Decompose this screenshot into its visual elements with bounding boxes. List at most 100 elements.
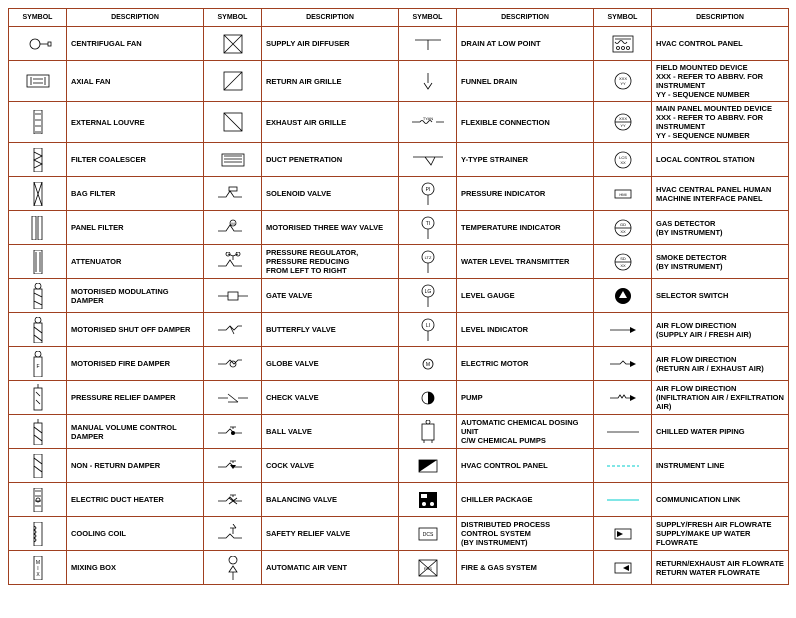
svg-text:FGS: FGS xyxy=(423,566,432,571)
symbol-cell xyxy=(399,61,457,102)
symbol-cell: M xyxy=(204,211,262,245)
description-cell: LEVEL GAUGE xyxy=(457,279,594,313)
symbol-cell xyxy=(594,551,652,585)
legend-row: NON - RETURN DAMPERCOCK VALVEHCPHVAC CON… xyxy=(9,449,789,483)
legend-row: MOTORISED SHUT OFF DAMPERBUTTERFLY VALVE… xyxy=(9,313,789,347)
description-header: DESCRIPTION xyxy=(652,9,789,27)
svg-text:DCS: DCS xyxy=(422,532,433,538)
symbol-cell: GDXX xyxy=(594,211,652,245)
symbol-cell: HMI xyxy=(594,177,652,211)
legend-row: CENTRIFUGAL FANSUPPLY AIR DIFFUSERDRAIN … xyxy=(9,27,789,61)
symbol-cell xyxy=(204,245,262,279)
description-cell: SAFETY RELIEF VALVE xyxy=(262,517,399,551)
description-cell: BUTTERFLY VALVE xyxy=(262,313,399,347)
symbol-cell xyxy=(9,483,67,517)
symbol-cell xyxy=(594,347,652,381)
description-cell: MOTORISED MODULATING DAMPER xyxy=(67,279,204,313)
description-cell: MAIN PANEL MOUNTED DEVICEXXX - REFER TO … xyxy=(652,102,789,143)
symbol-cell: TYAN xyxy=(399,102,457,143)
description-cell: LEVEL INDICATOR xyxy=(457,313,594,347)
symbol-cell xyxy=(9,61,67,102)
legend-row: EXTERNAL LOUVREEXHAUST AIR GRILLETYANFLE… xyxy=(9,102,789,143)
symbol-cell xyxy=(204,143,262,177)
symbol-cell xyxy=(9,177,67,211)
symbol-cell xyxy=(204,415,262,449)
symbol-cell xyxy=(9,102,67,143)
svg-text:M: M xyxy=(231,221,234,226)
symbol-cell xyxy=(9,143,67,177)
description-cell: GLOBE VALVE xyxy=(262,347,399,381)
description-cell: SOLENOID VALVE xyxy=(262,177,399,211)
symbol-cell: MIX xyxy=(9,551,67,585)
description-cell: AXIAL FAN xyxy=(67,61,204,102)
symbol-cell xyxy=(594,415,652,449)
symbol-cell xyxy=(9,245,67,279)
description-cell: Y-TYPE STRAINER xyxy=(457,143,594,177)
description-header: DESCRIPTION xyxy=(67,9,204,27)
description-cell: LOCAL CONTROL STATION xyxy=(652,143,789,177)
svg-text:LTZ: LTZ xyxy=(424,255,431,260)
svg-text:LG: LG xyxy=(424,289,431,295)
symbol-cell xyxy=(204,347,262,381)
legend-row: PRESSURE RELIEF DAMPERCHECK VALVEPUMPAIR… xyxy=(9,381,789,415)
symbol-cell: LCSXX xyxy=(594,143,652,177)
symbol-cell xyxy=(399,415,457,449)
description-cell: DISTRIBUTED PROCESS CONTROL SYSTEM(BY IN… xyxy=(457,517,594,551)
legend-row: ATTENUATORPRESSURE REGULATOR, PRESSURE R… xyxy=(9,245,789,279)
symbol-cell xyxy=(204,449,262,483)
symbol-cell xyxy=(594,313,652,347)
description-cell: EXTERNAL LOUVRE xyxy=(67,102,204,143)
legend-row: MANUAL VOLUME CONTROL DAMPERBALL VALVEAU… xyxy=(9,415,789,449)
symbol-cell: LG xyxy=(399,279,457,313)
svg-text:XX: XX xyxy=(620,160,626,165)
symbol-cell xyxy=(9,313,67,347)
description-cell: MANUAL VOLUME CONTROL DAMPER xyxy=(67,415,204,449)
symbol-cell: LTZ xyxy=(399,245,457,279)
legend-row: AXIAL FANRETURN AIR GRILLEFUNNEL DRAINXX… xyxy=(9,61,789,102)
description-cell: CHILLED WATER PIPING xyxy=(652,415,789,449)
symbol-header: SYMBOL xyxy=(594,9,652,27)
symbol-cell xyxy=(594,483,652,517)
description-cell: PRESSURE RELIEF DAMPER xyxy=(67,381,204,415)
symbol-cell: SDXX xyxy=(594,245,652,279)
description-cell: FIELD MOUNTED DEVICEXXX - REFER TO ABBRV… xyxy=(652,61,789,102)
svg-text:GD: GD xyxy=(620,222,626,227)
symbol-cell: TI xyxy=(399,211,457,245)
symbol-cell xyxy=(204,27,262,61)
symbol-header: SYMBOL xyxy=(399,9,457,27)
svg-text:LI: LI xyxy=(425,323,429,329)
symbol-cell xyxy=(204,279,262,313)
description-cell: AUTOMATIC CHEMICAL DOSING UNITC/W CHEMIC… xyxy=(457,415,594,449)
svg-text:YY: YY xyxy=(620,123,626,128)
description-cell: DUCT PENETRATION xyxy=(262,143,399,177)
description-cell: CENTRIFUGAL FAN xyxy=(67,27,204,61)
symbol-cell xyxy=(9,517,67,551)
legend-row: MIXMIXING BOXAUTOMATIC AIR VENTFGSFIRE &… xyxy=(9,551,789,585)
description-cell: HVAC CONTROL PANEL xyxy=(457,449,594,483)
description-cell: WATER LEVEL TRANSMITTER xyxy=(457,245,594,279)
description-cell: BALANCING VALVE xyxy=(262,483,399,517)
description-cell: FUNNEL DRAIN xyxy=(457,61,594,102)
description-cell: AIR FLOW DIRECTION(SUPPLY AIR / FRESH AI… xyxy=(652,313,789,347)
description-cell: CHILLER PACKAGE xyxy=(457,483,594,517)
description-cell: SELECTOR SWITCH xyxy=(652,279,789,313)
description-cell: COOLING COIL xyxy=(67,517,204,551)
description-cell: FIRE & GAS SYSTEM xyxy=(457,551,594,585)
description-cell: EXHAUST AIR GRILLE xyxy=(262,102,399,143)
description-cell: MIXING BOX xyxy=(67,551,204,585)
symbol-cell xyxy=(204,313,262,347)
description-cell: CHECK VALVE xyxy=(262,381,399,415)
description-cell: PUMP xyxy=(457,381,594,415)
legend-row: FMOTORISED FIRE DAMPERGLOBE VALVEMELECTR… xyxy=(9,347,789,381)
description-cell: HVAC CENTRAL PANEL HUMANMACHINE INTERFAC… xyxy=(652,177,789,211)
legend-row: MOTORISED MODULATING DAMPERGATE VALVELGL… xyxy=(9,279,789,313)
symbol-cell xyxy=(204,551,262,585)
svg-text:XX: XX xyxy=(620,263,626,268)
svg-text:YY: YY xyxy=(620,81,626,86)
legend-row: FILTER COALESCERDUCT PENETRATIONY-TYPE S… xyxy=(9,143,789,177)
legend-row: ELECTRIC DUCT HEATERBALANCING VALVECHILL… xyxy=(9,483,789,517)
symbol-cell: DCS xyxy=(399,517,457,551)
description-cell: MOTORISED FIRE DAMPER xyxy=(67,347,204,381)
symbol-cell xyxy=(594,27,652,61)
symbol-cell xyxy=(399,381,457,415)
